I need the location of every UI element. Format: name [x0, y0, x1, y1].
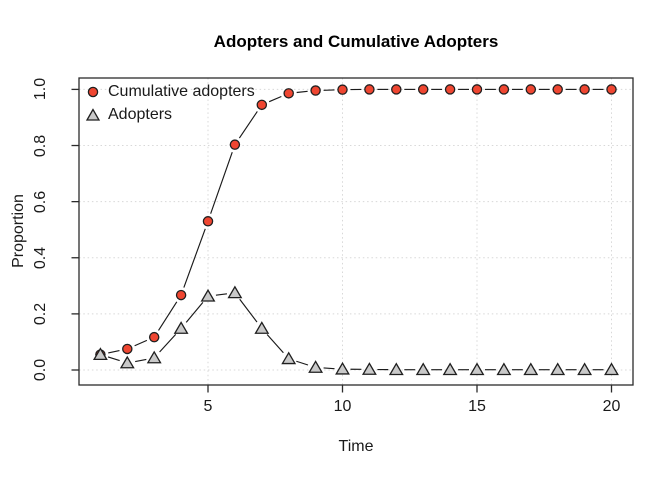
data-point-triangle	[442, 362, 458, 376]
data-point-circle	[444, 84, 456, 95]
y-tick-label: 0.0	[32, 358, 49, 382]
data-point-triangle	[92, 347, 108, 361]
data-point-triangle	[415, 362, 431, 376]
series-line-segment	[107, 356, 120, 362]
series-line-segment	[134, 339, 148, 347]
x-tick-label: 10	[333, 398, 352, 415]
y-tick-label: 0.2	[32, 302, 49, 325]
series-line-segment	[108, 350, 120, 354]
data-point-triangle	[200, 288, 216, 302]
y-axis-title: Proportion	[10, 194, 27, 268]
series-line-segment	[210, 152, 233, 214]
series-line-segment	[238, 111, 258, 139]
data-point-circle	[525, 84, 537, 95]
data-point-triangle	[577, 362, 593, 376]
data-point-circle	[391, 84, 402, 95]
data-point-triangle	[146, 350, 162, 364]
legend: Cumulative adopters Adopters	[84, 80, 255, 126]
series-line-segment	[323, 367, 335, 370]
series-line-segment	[135, 358, 147, 363]
y-tick-label: 0.8	[32, 134, 49, 157]
data-point-circle	[337, 84, 348, 95]
legend-label-adopters: Adopters	[108, 105, 173, 123]
data-point-circle	[256, 99, 268, 111]
data-point-triangle	[523, 362, 539, 376]
data-point-triangle	[119, 355, 135, 369]
data-point-circle	[364, 84, 375, 95]
data-point-triangle	[604, 362, 619, 376]
data-point-circle	[202, 216, 214, 227]
series-line-segment	[266, 334, 284, 354]
x-tick-label: 5	[203, 398, 213, 415]
data-point-circle	[283, 88, 294, 99]
series-line-segment	[183, 228, 206, 288]
data-point-triangle	[496, 362, 512, 376]
circle-marker-icon	[87, 86, 99, 97]
series-line-segment	[185, 301, 204, 323]
series-line-segment	[268, 95, 282, 103]
data-point-triangle	[281, 351, 297, 365]
series-line-segment	[296, 90, 308, 94]
legend-label-cumulative: Cumulative adopters	[108, 82, 255, 100]
data-point-triangle	[469, 362, 485, 376]
triangle-marker-icon	[85, 107, 101, 121]
data-point-circle	[471, 84, 483, 95]
plot-box	[78, 77, 634, 386]
data-point-circle	[175, 289, 187, 301]
x-axis-title: Time	[338, 438, 374, 455]
data-point-triangle	[227, 285, 243, 299]
data-point-circle	[122, 343, 133, 355]
y-tick-label: 0.6	[32, 190, 49, 213]
data-point-circle	[498, 84, 510, 95]
data-point-circle	[417, 84, 429, 95]
series-line-segment	[158, 301, 178, 331]
data-point-triangle	[173, 321, 189, 334]
data-point-triangle	[550, 362, 566, 376]
series-line-segment	[296, 360, 309, 366]
chart-title: Adopters and Cumulative Adopters	[213, 32, 499, 51]
data-point-triangle	[335, 361, 350, 375]
data-point-circle	[552, 84, 563, 95]
series-line-segment	[159, 333, 177, 353]
data-point-circle	[310, 85, 321, 96]
series-line-segment	[239, 298, 258, 323]
legend-item-adopters: Adopters	[84, 103, 255, 126]
data-point-circle	[229, 139, 241, 150]
data-point-circle	[606, 84, 617, 95]
data-point-triangle	[361, 362, 377, 375]
data-point-triangle	[254, 321, 270, 334]
data-point-circle	[148, 331, 160, 343]
data-point-triangle	[388, 362, 404, 376]
x-tick-label: 20	[602, 398, 621, 415]
x-tick-label: 15	[468, 398, 486, 415]
data-point-triangle	[308, 360, 324, 373]
data-point-circle	[579, 84, 590, 95]
y-tick-label: 1.0	[32, 78, 49, 101]
legend-item-cumulative: Cumulative adopters	[84, 80, 255, 103]
series-line-segment	[215, 293, 228, 296]
y-tick-label: 0.4	[32, 246, 49, 269]
